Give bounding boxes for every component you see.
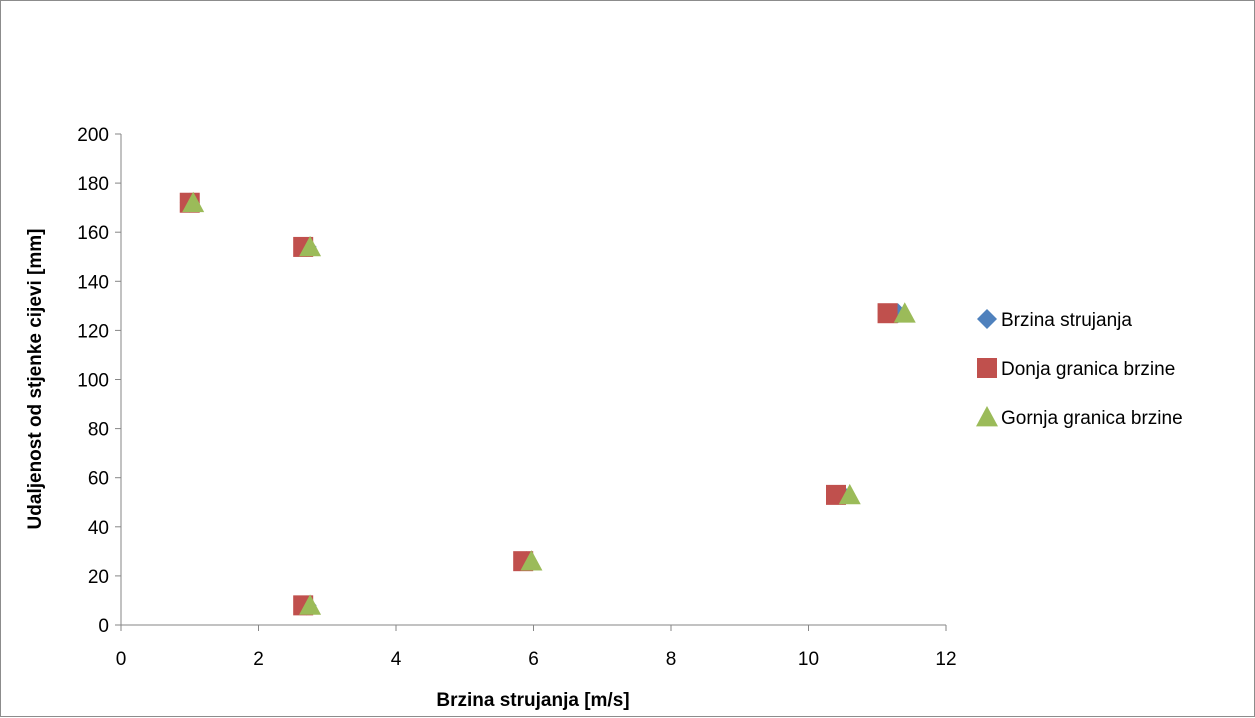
legend-item: Brzina strujanja [977, 309, 1132, 331]
triangle-point [520, 550, 543, 571]
y-tick-label: 200 [77, 125, 109, 146]
series-triangle [182, 191, 916, 615]
series-square [179, 192, 898, 616]
square-point [877, 303, 898, 324]
x-tick-label: 8 [666, 649, 677, 670]
square-point [826, 484, 846, 505]
triangle-point [838, 483, 861, 505]
x-tick-label: 4 [391, 649, 402, 670]
y-tick-label: 40 [88, 518, 109, 539]
x-tick-label: 2 [253, 649, 264, 670]
y-axis-title: Udaljenost od stjenke cijevi [mm] [25, 229, 46, 530]
x-tick-label: 6 [528, 649, 539, 670]
y-tick-label: 60 [88, 469, 109, 490]
y-tick-label: 180 [77, 174, 109, 195]
triangle-point [299, 235, 322, 257]
y-tick-label: 20 [88, 567, 109, 588]
x-tick-label: 12 [935, 649, 956, 670]
triangle-point [893, 302, 916, 323]
legend-label: Donja granica brzine [1001, 359, 1175, 380]
x-tick-label: 0 [116, 649, 127, 670]
y-tick-label: 80 [88, 420, 109, 441]
legend: Brzina strujanja Donja granica brzine Gorn… [976, 309, 1183, 429]
series-diamond [179, 192, 908, 616]
y-tick-label: 140 [77, 272, 109, 293]
legend-label: Gornja granica brzine [1001, 408, 1183, 429]
y-tick-label: 120 [77, 321, 109, 342]
y-ticks: 0 20 40 60 80 100 120 140 160 180 200 [77, 125, 121, 637]
triangle-point [182, 191, 205, 213]
legend-item: Donja granica brzine [977, 358, 1175, 380]
x-tick-label: 10 [798, 649, 819, 670]
y-tick-label: 0 [98, 616, 109, 637]
data-points [179, 191, 916, 616]
x-ticks: 0 2 4 6 8 10 12 [116, 625, 957, 670]
legend-diamond-icon [977, 309, 997, 329]
y-tick-label: 160 [77, 223, 109, 244]
y-tick-label: 100 [77, 371, 109, 392]
x-axis-title: Brzina strujanja [m/s] [436, 690, 629, 711]
legend-square-icon [977, 358, 997, 378]
legend-item: Gornja granica brzine [976, 406, 1183, 429]
legend-label: Brzina strujanja [1001, 310, 1132, 331]
triangle-point [299, 594, 322, 615]
axes: 0 20 40 60 80 100 120 140 160 180 200 0 2 4 6 8 10 12 [77, 125, 956, 670]
legend-triangle-icon [976, 406, 998, 427]
